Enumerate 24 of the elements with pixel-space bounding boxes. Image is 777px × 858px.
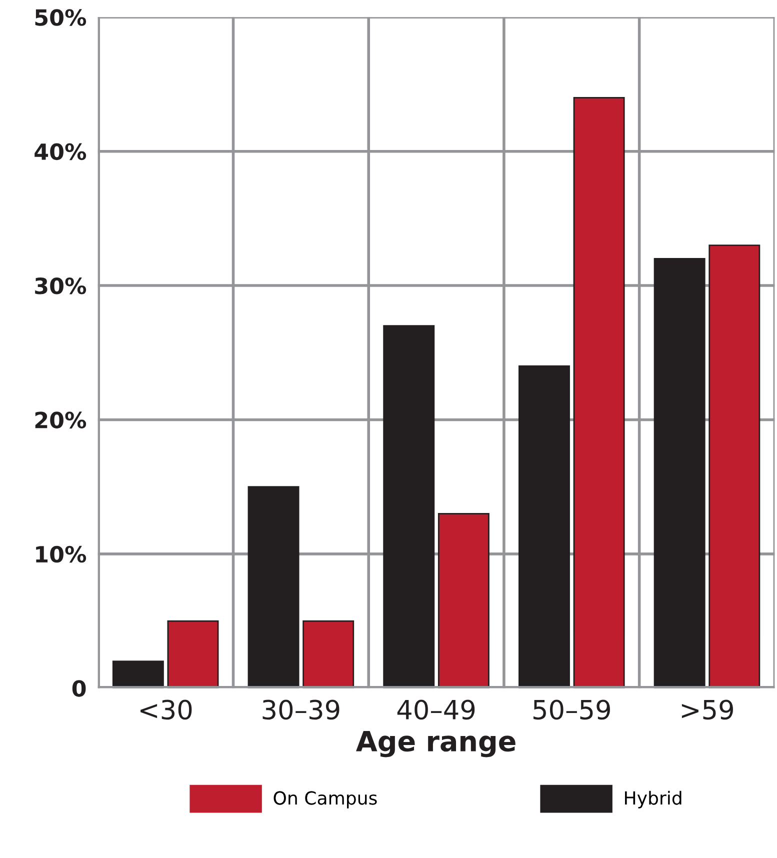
bar <box>573 96 625 688</box>
legend-label: Hybrid <box>625 790 682 808</box>
bar <box>167 620 219 688</box>
bar <box>708 244 760 688</box>
x-tick-label: >59 <box>682 700 733 720</box>
y-tick-label: 40% <box>34 143 86 160</box>
x-axis-title: Age range <box>356 730 516 758</box>
bar <box>248 486 300 688</box>
x-tick-label: 50–59 <box>534 700 610 720</box>
bar <box>438 512 490 688</box>
y-tick-label: 10% <box>36 546 86 563</box>
legend-label: On Campus <box>274 791 377 808</box>
y-tick-label: 50% <box>35 9 86 26</box>
y-tick-label: 20% <box>35 412 86 428</box>
x-tick-label: 40–49 <box>397 700 475 720</box>
bar <box>654 258 706 688</box>
bar <box>302 620 354 688</box>
x-tick-label: <30 <box>140 700 192 720</box>
y-tick-label: 0 <box>72 680 86 697</box>
bar <box>383 325 435 688</box>
bar <box>112 660 164 688</box>
bar <box>518 365 570 688</box>
y-tick-label: 30% <box>35 277 86 294</box>
x-tick-label: 30–39 <box>262 700 340 720</box>
